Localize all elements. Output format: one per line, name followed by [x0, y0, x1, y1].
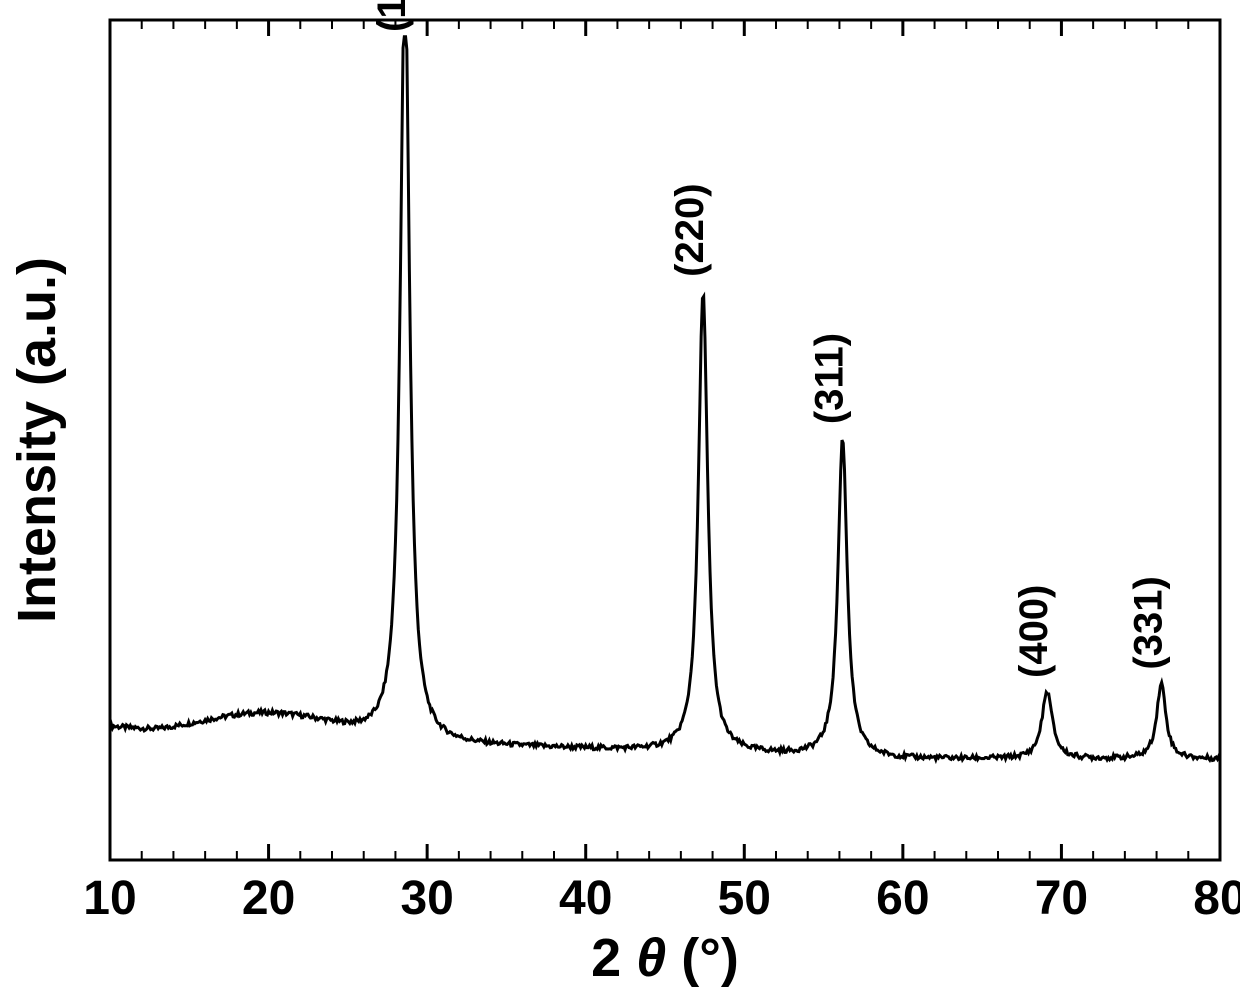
peak-label: (111) [370, 0, 414, 32]
x-tick-label: 80 [1193, 872, 1240, 925]
x-tick-label: 70 [1035, 872, 1088, 925]
xrd-chart: 10 20 30 40 50 60 70 80 (111) (220) (311) (400) (33… [0, 0, 1240, 987]
x-axis-ticks-top [110, 20, 1220, 36]
x-tick-label: 40 [559, 872, 612, 925]
x-tick-label: 10 [83, 872, 136, 925]
x-tick-label: 60 [876, 872, 929, 925]
xrd-svg: 10 20 30 40 50 60 70 80 (111) (220) (311) (400) (33… [0, 0, 1240, 987]
x-axis-label: 2 θ (°) [591, 928, 739, 987]
peak-label: (220) [668, 183, 712, 276]
peak-label: (400) [1012, 585, 1056, 678]
x-axis-tick-labels: 10 20 30 40 50 60 70 80 [83, 872, 1240, 925]
peak-label: (311) [808, 333, 852, 424]
y-axis-label: Intensity (a.u.) [7, 257, 67, 623]
peak-labels: (111) (220) (311) (400) (331) [370, 0, 1170, 678]
x-tick-label: 50 [718, 872, 771, 925]
x-tick-label: 30 [400, 872, 453, 925]
plot-frame [110, 20, 1220, 860]
peak-label: (331) [1126, 576, 1170, 669]
x-tick-label: 20 [242, 872, 295, 925]
x-axis-ticks [110, 844, 1220, 860]
x-axis-minor-ticks [142, 20, 1189, 860]
